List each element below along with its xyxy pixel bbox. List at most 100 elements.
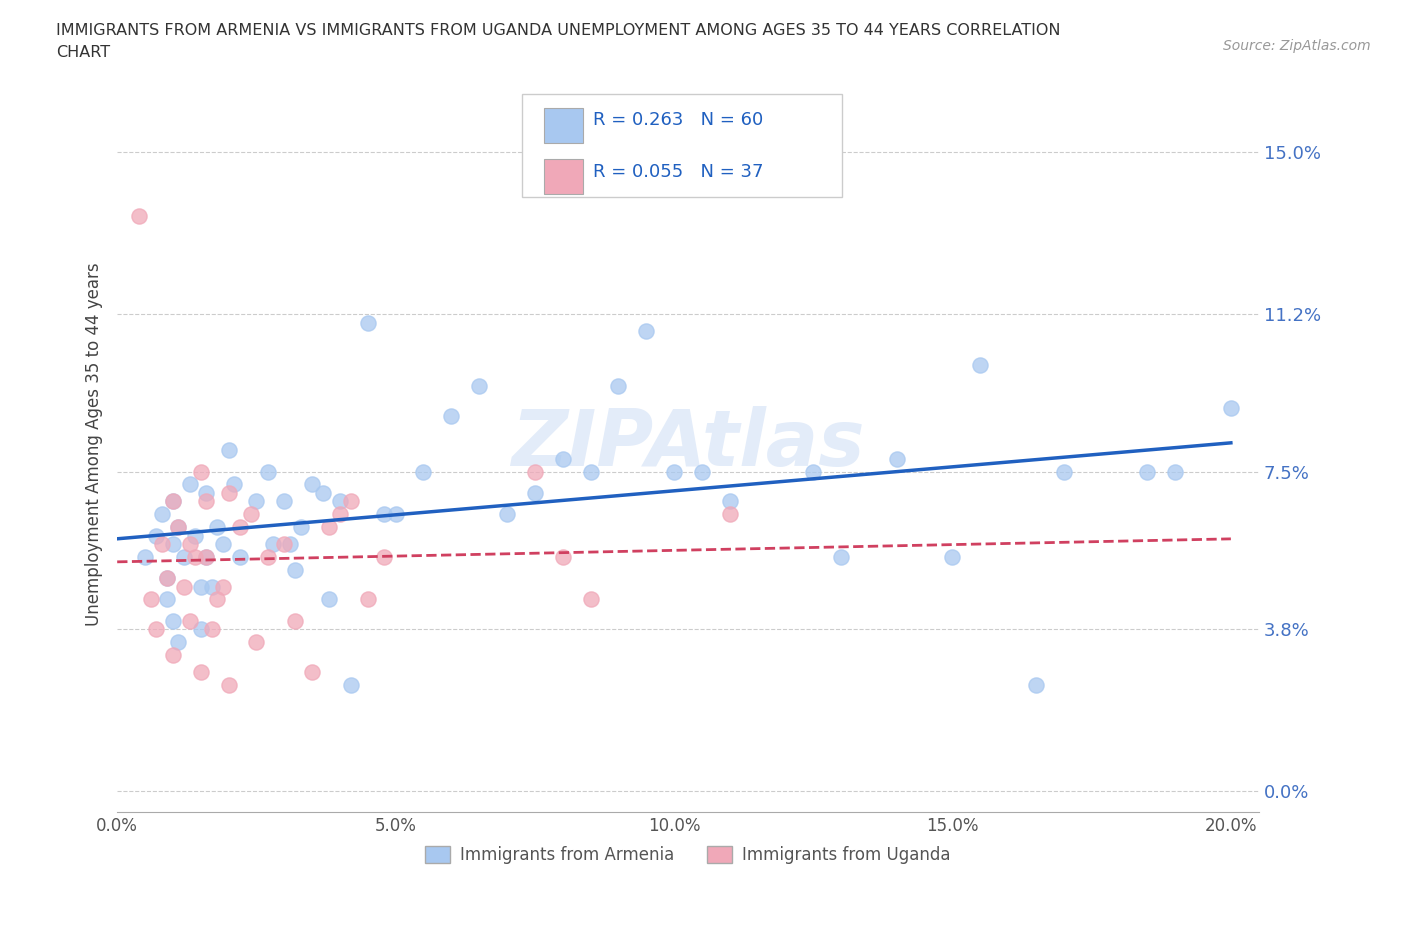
Text: CHART: CHART <box>56 45 110 60</box>
Legend: Immigrants from Armenia, Immigrants from Uganda: Immigrants from Armenia, Immigrants from… <box>418 839 957 870</box>
Point <box>218 485 240 500</box>
Point <box>357 315 380 330</box>
Point <box>212 537 235 551</box>
Point <box>239 507 262 522</box>
Point <box>179 537 201 551</box>
Point <box>173 550 195 565</box>
FancyBboxPatch shape <box>523 94 842 197</box>
Point <box>167 520 190 535</box>
Point <box>162 537 184 551</box>
Point <box>357 592 380 607</box>
Point <box>273 537 295 551</box>
Y-axis label: Unemployment Among Ages 35 to 44 years: Unemployment Among Ages 35 to 44 years <box>86 262 103 626</box>
Point <box>162 647 184 662</box>
Point <box>373 550 395 565</box>
Point <box>284 562 307 577</box>
Point <box>139 592 162 607</box>
Point <box>551 550 574 565</box>
Point <box>290 520 312 535</box>
Point <box>218 443 240 458</box>
Point <box>145 622 167 637</box>
Point <box>179 477 201 492</box>
Text: R = 0.263   N = 60: R = 0.263 N = 60 <box>593 112 763 129</box>
Point <box>162 613 184 628</box>
Point <box>830 550 852 565</box>
Point <box>301 477 323 492</box>
Point <box>179 613 201 628</box>
Point <box>718 494 741 509</box>
Point <box>318 592 340 607</box>
Point <box>201 622 224 637</box>
Point <box>373 507 395 522</box>
Point <box>1164 464 1187 479</box>
Point <box>128 208 150 223</box>
Point <box>167 634 190 649</box>
Text: R = 0.055   N = 37: R = 0.055 N = 37 <box>593 163 763 180</box>
FancyBboxPatch shape <box>544 108 583 142</box>
Point <box>195 494 218 509</box>
Point <box>340 677 363 692</box>
Point <box>162 494 184 509</box>
Point <box>579 592 602 607</box>
Point <box>496 507 519 522</box>
Point <box>607 379 630 393</box>
Point <box>523 485 546 500</box>
Point <box>1025 677 1047 692</box>
Point <box>195 550 218 565</box>
Point <box>690 464 713 479</box>
Point <box>636 324 658 339</box>
Point <box>329 494 352 509</box>
Point <box>195 485 218 500</box>
Point <box>190 579 212 594</box>
FancyBboxPatch shape <box>544 159 583 194</box>
Point <box>301 664 323 679</box>
Point <box>190 464 212 479</box>
Point <box>340 494 363 509</box>
Point <box>284 613 307 628</box>
Point <box>201 579 224 594</box>
Point <box>207 592 229 607</box>
Point <box>256 550 278 565</box>
Point <box>329 507 352 522</box>
Point <box>801 464 824 479</box>
Point <box>886 451 908 466</box>
Point <box>134 550 156 565</box>
Point <box>150 537 173 551</box>
Point <box>224 477 246 492</box>
Point <box>184 550 207 565</box>
Point <box>145 528 167 543</box>
Point <box>195 550 218 565</box>
Text: IMMIGRANTS FROM ARMENIA VS IMMIGRANTS FROM UGANDA UNEMPLOYMENT AMONG AGES 35 TO : IMMIGRANTS FROM ARMENIA VS IMMIGRANTS FR… <box>56 23 1060 38</box>
Point <box>312 485 335 500</box>
Point <box>523 464 546 479</box>
Point <box>1053 464 1076 479</box>
Point <box>218 677 240 692</box>
Text: ZIPAtlas: ZIPAtlas <box>512 405 865 482</box>
Point <box>245 494 267 509</box>
Point <box>1219 400 1241 415</box>
Point <box>245 634 267 649</box>
Point <box>579 464 602 479</box>
Point <box>256 464 278 479</box>
Point <box>167 520 190 535</box>
Point <box>190 664 212 679</box>
Point <box>318 520 340 535</box>
Point <box>941 550 963 565</box>
Point <box>184 528 207 543</box>
Point <box>150 507 173 522</box>
Point <box>162 494 184 509</box>
Point <box>156 592 179 607</box>
Point <box>662 464 685 479</box>
Point <box>156 571 179 586</box>
Text: Source: ZipAtlas.com: Source: ZipAtlas.com <box>1223 39 1371 53</box>
Point <box>278 537 301 551</box>
Point <box>969 358 991 373</box>
Point <box>262 537 284 551</box>
Point <box>156 571 179 586</box>
Point <box>551 451 574 466</box>
Point <box>273 494 295 509</box>
Point <box>384 507 406 522</box>
Point <box>468 379 491 393</box>
Point <box>718 507 741 522</box>
Point <box>1136 464 1159 479</box>
